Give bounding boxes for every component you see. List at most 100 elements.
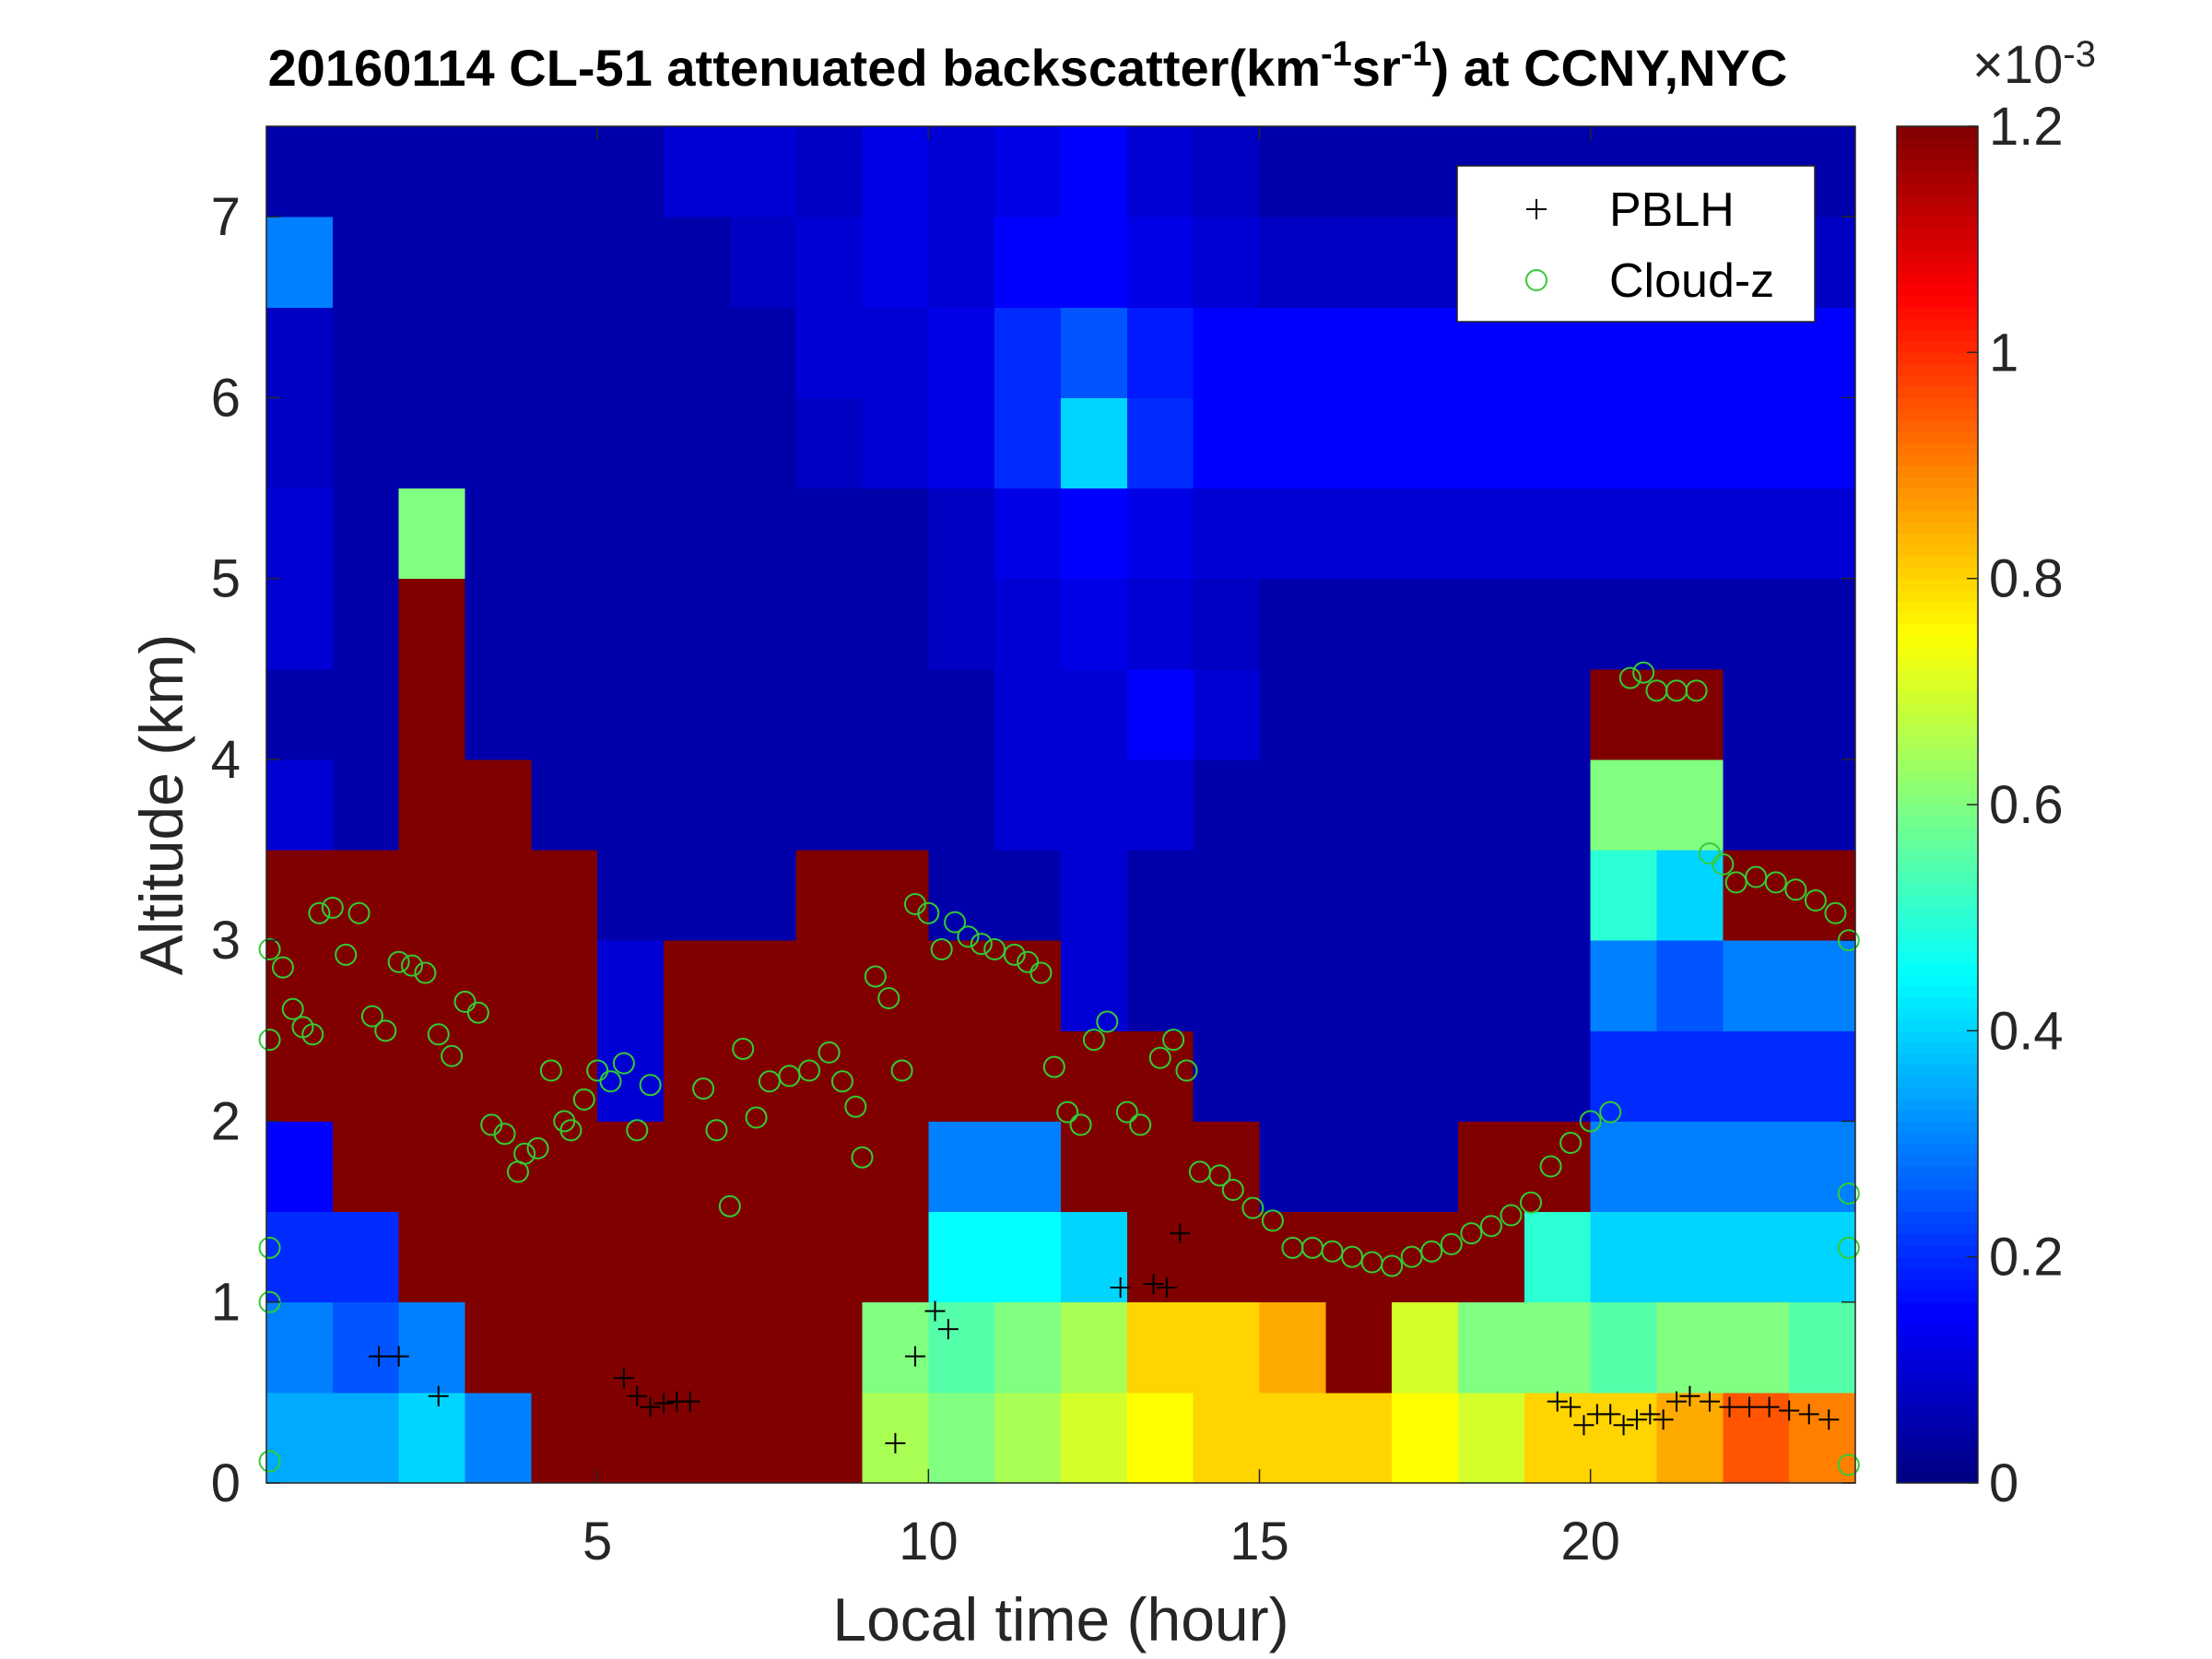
heatmap-cell (1325, 307, 1393, 398)
heatmap-cell (531, 126, 598, 218)
heatmap-cell (531, 488, 598, 580)
colorbar-swatch (1897, 1087, 1978, 1100)
cloud-marker (1764, 871, 1787, 894)
heatmap-cell (531, 1121, 598, 1213)
colorbar-swatch (1897, 318, 1978, 331)
cloud-marker (1162, 1029, 1185, 1052)
heatmap-cell (465, 1121, 532, 1213)
heatmap-cell (597, 126, 665, 218)
cloud-marker (258, 1450, 281, 1473)
colorbar-swatch (1897, 906, 1978, 919)
heatmap-cell (1590, 850, 1657, 941)
colorbar-swatch (1897, 1222, 1978, 1235)
cloud-marker (1042, 1055, 1065, 1078)
heatmap-cell (1392, 1301, 1459, 1394)
cloud-marker (258, 938, 281, 961)
colorbar-swatch (1897, 1200, 1978, 1213)
heatmap-cell (1590, 759, 1657, 851)
colorbar-swatch (1897, 544, 1978, 557)
colorbar-swatch (1897, 431, 1978, 444)
colorbar-swatch (1897, 386, 1978, 398)
cloud-marker (586, 1059, 609, 1082)
heatmap-cell (1524, 578, 1592, 670)
heatmap-cell (266, 1030, 334, 1122)
heatmap-cell (1723, 578, 1790, 670)
colorbar-swatch (1897, 1110, 1978, 1123)
heatmap-cell (398, 1392, 465, 1484)
y-tick-label: 5 (211, 549, 241, 609)
title-superscript: -1 (1321, 35, 1352, 74)
heatmap-cell (795, 307, 863, 398)
colorbar-swatch (1897, 771, 1978, 783)
heatmap-cell (1392, 578, 1459, 670)
cloud-marker (387, 950, 410, 973)
colorbar-swatch (1897, 453, 1978, 466)
heatmap-cell (1789, 1301, 1856, 1394)
cloud-marker (1724, 871, 1747, 894)
colorbar-swatch (1897, 419, 1978, 432)
heatmap-cell (795, 940, 863, 1031)
heatmap-cell (729, 1030, 797, 1122)
heatmap-cell (465, 488, 532, 580)
heatmap-cell (1193, 217, 1260, 308)
colorbar-swatch (1897, 657, 1978, 670)
heatmap-cell (1193, 126, 1260, 218)
heatmap-cell (1325, 488, 1393, 580)
colorbar-swatch (1897, 1007, 1978, 1020)
cloud-marker (1096, 1010, 1119, 1033)
colorbar-swatch (1897, 182, 1978, 195)
heatmap-cell (1656, 1030, 1724, 1122)
heatmap-cell (332, 850, 400, 941)
colorbar-swatch (1897, 917, 1978, 930)
legend: PBLH Cloud-z (1456, 165, 1816, 323)
heatmap-cell (597, 488, 665, 580)
colorbar-swatch (1897, 296, 1978, 308)
heatmap-cell (1325, 759, 1393, 851)
colorbar-tick-label: 0.4 (1989, 1001, 2064, 1061)
colorbar-swatch (1897, 352, 1978, 365)
heatmap-cell (1392, 307, 1459, 398)
y-tick-label: 2 (211, 1091, 241, 1151)
heatmap-cell (664, 668, 731, 760)
cloud-marker (877, 987, 900, 1010)
colorbar-swatch (1897, 940, 1978, 953)
heatmap-cell (597, 940, 665, 1031)
pblh-marker (640, 1396, 661, 1418)
heatmap-cell (1325, 940, 1393, 1031)
cloud-marker (1539, 1155, 1562, 1178)
heatmap-cell (531, 668, 598, 760)
heatmap-cell (398, 668, 465, 760)
heatmap-cell (795, 488, 863, 580)
heatmap-cell (1458, 759, 1525, 851)
pblh-marker (388, 1346, 409, 1367)
heatmap-cell (994, 940, 1062, 1031)
cloud-marker (258, 1236, 281, 1259)
colorbar-tick-label: 0.8 (1989, 549, 2064, 609)
cloud-marker (930, 938, 953, 961)
pblh-marker (627, 1385, 648, 1406)
heatmap-cell (795, 759, 863, 851)
cloud-marker (347, 901, 371, 924)
heatmap-cell (1193, 1211, 1260, 1303)
heatmap-cell (1458, 668, 1525, 760)
pblh-marker (885, 1432, 906, 1453)
heatmap-cell (1193, 668, 1260, 760)
colorbar-swatch (1897, 668, 1978, 681)
heatmap-cell (664, 1211, 731, 1303)
heatmap-cell (729, 1301, 797, 1394)
colorbar-swatch (1897, 1415, 1978, 1428)
colorbar-swatch (1897, 307, 1978, 320)
heatmap-cell (1656, 488, 1724, 580)
cloud-marker (612, 1052, 635, 1075)
heatmap-cell (1524, 488, 1592, 580)
cloud-marker (1745, 865, 1768, 888)
colorbar-swatch (1897, 363, 1978, 376)
colorbar-swatch (1897, 374, 1978, 387)
cloud-marker (626, 1119, 649, 1142)
colorbar-swatch (1897, 736, 1978, 749)
heatmap-cell (531, 397, 598, 489)
heatmap-cell (398, 1030, 465, 1122)
cloud-marker (1241, 1196, 1265, 1219)
heatmap-cell (1126, 397, 1194, 489)
heatmap-cell (994, 668, 1062, 760)
